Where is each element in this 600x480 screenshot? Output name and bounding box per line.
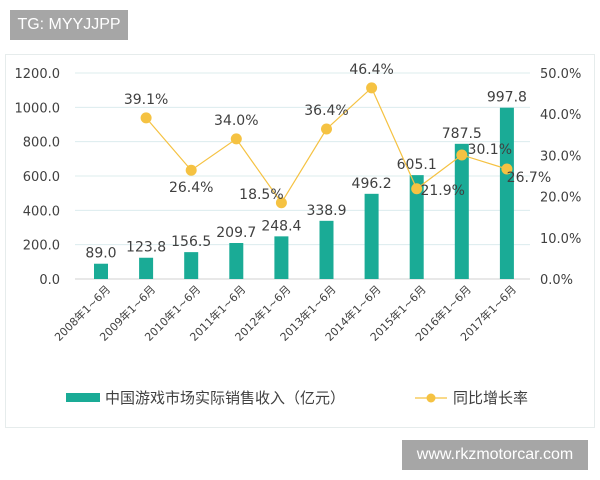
- growth-point: [230, 133, 242, 145]
- growth-point: [140, 112, 152, 124]
- bar-value-label: 89.0: [85, 246, 116, 262]
- left-tick-label: 400.0: [23, 204, 60, 219]
- bar-value-label: 209.7: [216, 225, 256, 241]
- growth-value-label: 30.1%: [468, 142, 512, 158]
- bar-value-label: 156.5: [171, 234, 211, 250]
- growth-point: [275, 197, 287, 209]
- bar: [319, 220, 334, 279]
- growth-point: [185, 164, 197, 176]
- bar: [139, 257, 154, 279]
- bar-value-label: 123.8: [126, 240, 166, 256]
- growth-point: [501, 163, 513, 175]
- bar: [409, 175, 424, 279]
- growth-value-label: 39.1%: [124, 92, 168, 108]
- growth-value-label: 21.9%: [420, 183, 464, 199]
- right-tick-label: 40.0%: [540, 108, 581, 123]
- right-tick-label: 0.0%: [540, 273, 573, 288]
- bar-value-label: 338.9: [306, 203, 346, 219]
- bar: [184, 252, 199, 279]
- growth-value-label: 34.0%: [214, 113, 258, 129]
- legend-bar-swatch: [66, 393, 100, 402]
- bar: [499, 107, 514, 279]
- legend-line-label: 同比增长率: [453, 389, 528, 407]
- growth-point: [456, 149, 468, 161]
- bar-value-label: 248.4: [261, 218, 301, 234]
- right-tick-label: 30.0%: [540, 149, 581, 164]
- legend-bar-label: 中国游戏市场实际销售收入（亿元）: [105, 389, 345, 407]
- bar: [364, 193, 379, 279]
- growth-point: [321, 123, 332, 135]
- bar: [229, 243, 244, 279]
- left-tick-label: 1200.0: [15, 67, 61, 82]
- growth-point: [366, 82, 378, 94]
- right-tick-label: 20.0%: [540, 191, 581, 206]
- bar-value-label: 787.5: [442, 126, 482, 142]
- growth-value-label: 18.5%: [239, 187, 283, 203]
- left-tick-label: 200.0: [23, 239, 60, 254]
- right-tick-label: 50.0%: [540, 67, 581, 82]
- left-tick-label: 600.0: [23, 170, 60, 185]
- bar-value-label: 605.1: [397, 157, 437, 173]
- bar: [274, 236, 289, 279]
- bar: [94, 263, 108, 279]
- bar-value-label: 997.8: [487, 90, 527, 106]
- left-tick-label: 800.0: [23, 136, 60, 151]
- growth-value-label: 26.7%: [507, 170, 551, 186]
- growth-value-label: 26.4%: [169, 180, 213, 196]
- watermark-bottom-right: www.rkzmotorcar.com: [402, 440, 588, 470]
- growth-point: [411, 183, 423, 195]
- bar: [454, 143, 469, 279]
- growth-value-label: 46.4%: [349, 62, 393, 78]
- right-tick-label: 10.0%: [540, 232, 581, 247]
- watermark-top-left: TG: MYYJJPP: [10, 10, 128, 40]
- bar-value-label: 496.2: [352, 176, 392, 192]
- chart-frame: [5, 54, 595, 428]
- left-tick-label: 1000.0: [15, 101, 61, 116]
- legend-line-marker: [426, 393, 436, 403]
- left-tick-label: 0.0: [39, 273, 60, 288]
- growth-value-label: 36.4%: [304, 103, 348, 119]
